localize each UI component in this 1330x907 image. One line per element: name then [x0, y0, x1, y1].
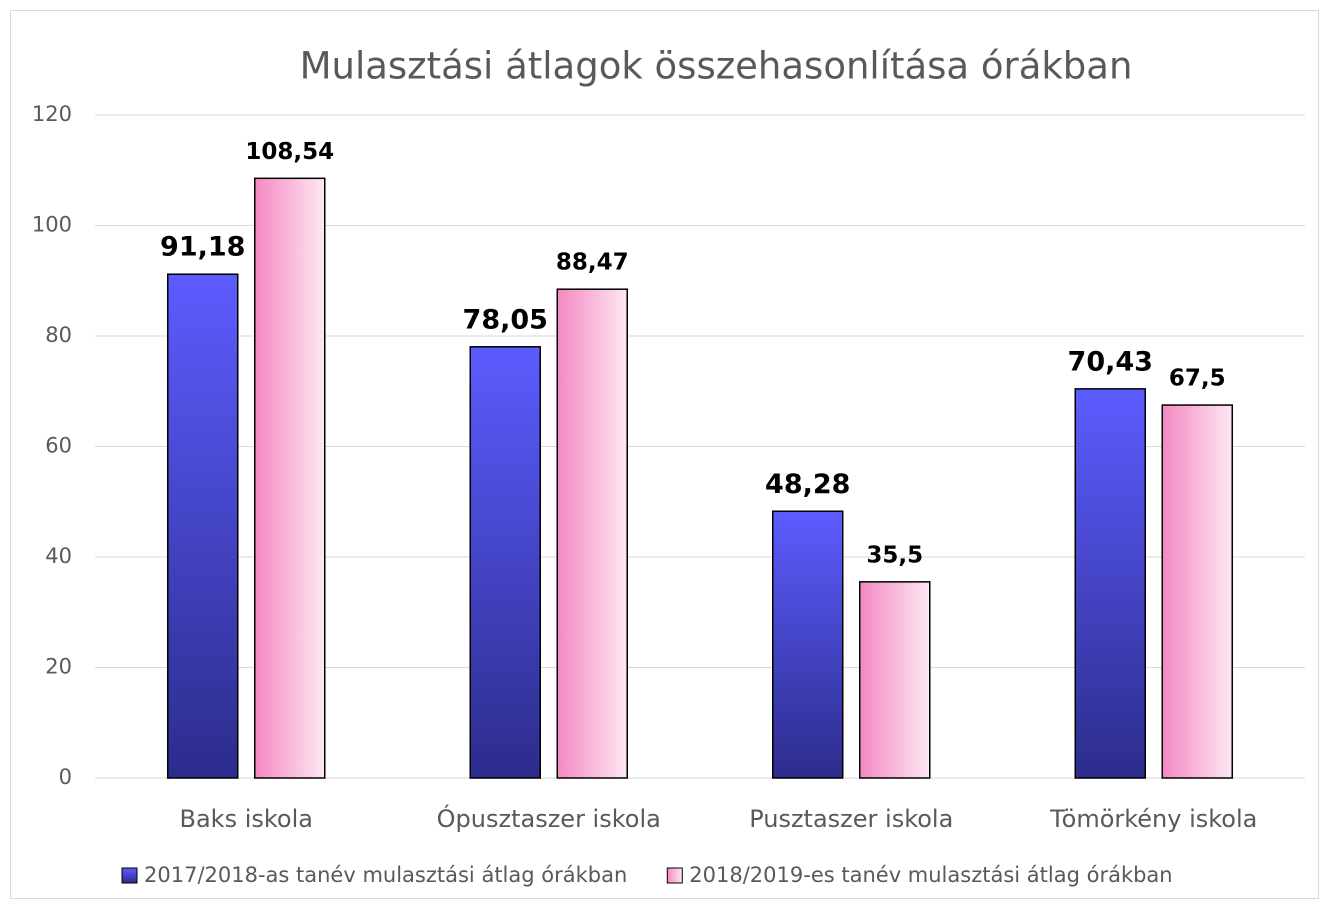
- legend-label: 2018/2019-es tanév mulasztási átlag órák…: [689, 863, 1172, 887]
- bar: [167, 273, 239, 779]
- data-label: 88,47: [556, 250, 629, 276]
- y-tick-label: 20: [45, 655, 72, 679]
- x-tick-label: Tömörkény iskola: [1049, 805, 1257, 833]
- x-tick-label: Baks iskola: [180, 805, 313, 833]
- y-tick-label: 120: [32, 102, 72, 126]
- data-label: 108,54: [245, 139, 334, 165]
- chart-title: Mulasztási átlagok összehasonlítása órák…: [300, 45, 1133, 88]
- bar: [469, 346, 541, 779]
- bar: [556, 288, 628, 779]
- y-tick-label: 60: [45, 434, 72, 458]
- data-label: 67,5: [1169, 366, 1226, 392]
- bar: [859, 581, 931, 779]
- data-label: 35,5: [866, 542, 923, 568]
- y-tick-label: 0: [59, 765, 72, 789]
- bar: [1161, 404, 1233, 779]
- y-tick-label: 40: [45, 544, 72, 568]
- x-tick-label: Ópusztaszer iskola: [437, 803, 661, 833]
- data-label: 70,43: [1068, 346, 1153, 377]
- data-label: 78,05: [463, 304, 548, 335]
- bar: [254, 177, 326, 779]
- bar: [772, 510, 844, 779]
- legend-swatch: [666, 867, 683, 884]
- bar: [1074, 388, 1146, 779]
- y-tick-label: 80: [45, 323, 72, 347]
- data-label: 91,18: [160, 232, 245, 263]
- data-label: 48,28: [765, 469, 850, 500]
- legend-swatch: [121, 867, 138, 884]
- y-tick-label: 100: [32, 213, 72, 237]
- legend-label: 2017/2018-as tanév mulasztási átlag órák…: [144, 863, 627, 887]
- x-tick-label: Pusztaszer iskola: [749, 805, 953, 833]
